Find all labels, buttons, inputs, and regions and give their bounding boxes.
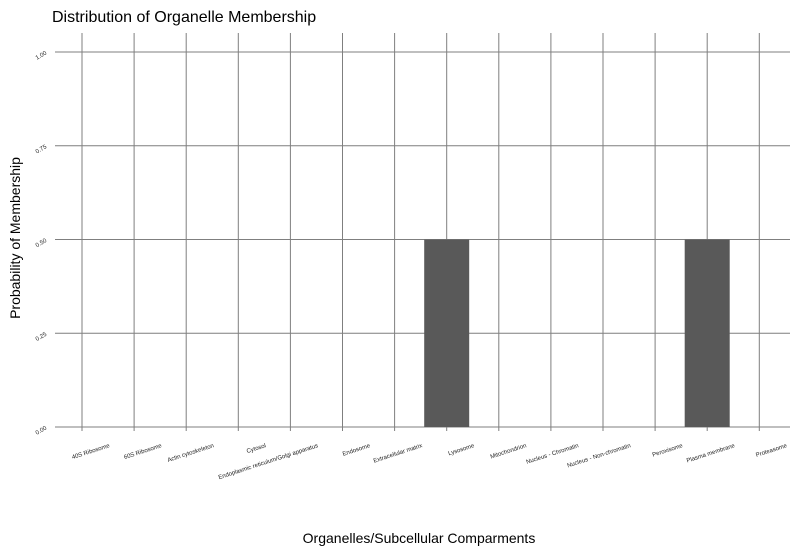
- y-tick-label: 0.75: [35, 144, 49, 155]
- bar: [424, 239, 470, 427]
- y-axis-title: Probability of Membership: [7, 157, 23, 319]
- x-tick-label: Mitochondrion: [490, 443, 528, 460]
- y-tick-label: 0.00: [35, 425, 49, 436]
- bar: [684, 239, 730, 427]
- y-tick-label: 1.00: [35, 50, 49, 61]
- x-tick-label: 40S Ribosome: [71, 443, 111, 461]
- x-tick-label: Plasma membrane: [686, 443, 736, 464]
- x-axis-title: Organelles/Subcellular Comparments: [303, 530, 536, 546]
- x-tick-label: Peroxisome: [652, 443, 685, 459]
- chart-title: Distribution of Organelle Membership: [52, 9, 316, 26]
- x-tick-label: Endosome: [342, 443, 372, 458]
- x-tick-label: Endoplasmic reticulum/Golgi apparatus: [218, 443, 319, 481]
- bars: [424, 239, 730, 427]
- grid-lines: [55, 33, 790, 431]
- x-tick-label: Extracellular matrix: [373, 443, 423, 464]
- y-tick-label: 0.25: [35, 331, 49, 342]
- y-tick-label: 0.50: [35, 238, 49, 249]
- x-tick-label: Actin cytoskeleton: [167, 443, 215, 464]
- x-tick-label: Cytosol: [246, 443, 267, 455]
- x-tick-label: Proteasome: [755, 443, 788, 459]
- x-tick-labels: 40S Ribosome 60S Ribosome Actin cytoskelet…: [71, 443, 788, 481]
- x-tick-label: 60S Ribosome: [123, 443, 163, 461]
- y-tick-labels: 0.00 0.25 0.50 0.75 1.00: [35, 50, 49, 436]
- x-tick-label: Lysosome: [448, 443, 476, 457]
